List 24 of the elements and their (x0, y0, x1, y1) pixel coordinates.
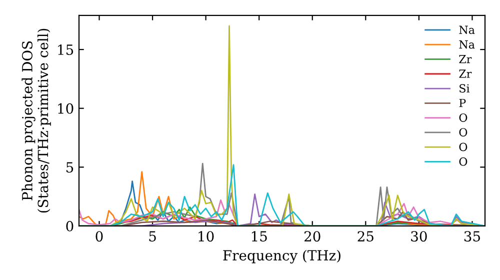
legend-label: O (459, 113, 468, 122)
legend-label: O (459, 128, 468, 136)
legend-label: P (459, 98, 466, 108)
x-tick-label: 15 (252, 231, 267, 242)
x-tick-label: 35 (464, 231, 480, 242)
x-tick-label: 20 (304, 231, 320, 242)
x-tick-label: 10 (198, 231, 214, 242)
x-tick-label: 25 (358, 231, 374, 242)
y-tick-label: 5 (66, 162, 74, 173)
legend-label: Na (459, 40, 475, 49)
x-tick-label: 0 (96, 231, 103, 242)
legend-label: Si (460, 84, 470, 93)
legend-label: Na (459, 26, 475, 34)
y-tick-label: 15 (58, 44, 74, 55)
legend-label: Zr (459, 70, 472, 78)
y-tick-label: 10 (58, 103, 74, 114)
y-axis-title: Phonon projected DOS (States/THz·primitive cell) (22, 28, 51, 213)
x-tick-label: 5 (149, 231, 156, 242)
x-axis-title: Frequency (THz) (223, 250, 340, 264)
legend-label: O (459, 157, 468, 166)
y-tick-label: 0 (66, 220, 74, 232)
legend-label: O (459, 142, 468, 152)
x-tick-label: 30 (411, 231, 427, 242)
legend-label: Zr (459, 55, 472, 64)
